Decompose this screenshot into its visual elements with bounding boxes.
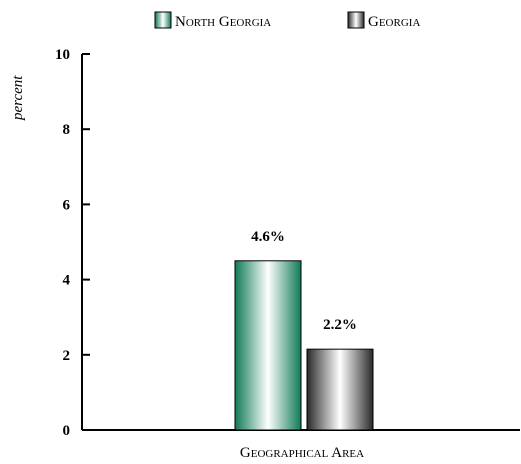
y-axis-label: percent xyxy=(10,75,26,121)
legend-swatch-georgia xyxy=(347,11,365,29)
legend: North Georgia Georgia xyxy=(154,11,420,30)
y-tick-label: 2 xyxy=(63,348,71,364)
y-tick-label: 0 xyxy=(63,423,71,439)
data-label-georgia: 2.2% xyxy=(323,317,357,333)
bar-georgia xyxy=(306,348,374,431)
y-ticks: 0 2 4 6 8 10 xyxy=(55,47,90,439)
data-labels: 4.6% 2.2% xyxy=(251,229,357,333)
legend-label-georgia: Georgia xyxy=(368,14,420,30)
legend-swatch-north-georgia xyxy=(154,11,172,29)
bar-north-georgia xyxy=(234,260,302,431)
legend-label-north-georgia: North Georgia xyxy=(175,14,271,30)
bars xyxy=(234,260,374,431)
y-tick-label: 6 xyxy=(63,197,71,213)
data-label-north-georgia: 4.6% xyxy=(251,229,285,245)
x-axis-label: Geographical Area xyxy=(240,445,364,461)
y-tick-label: 4 xyxy=(63,273,71,289)
y-tick-label: 10 xyxy=(55,47,70,63)
y-tick-label: 8 xyxy=(63,122,71,138)
